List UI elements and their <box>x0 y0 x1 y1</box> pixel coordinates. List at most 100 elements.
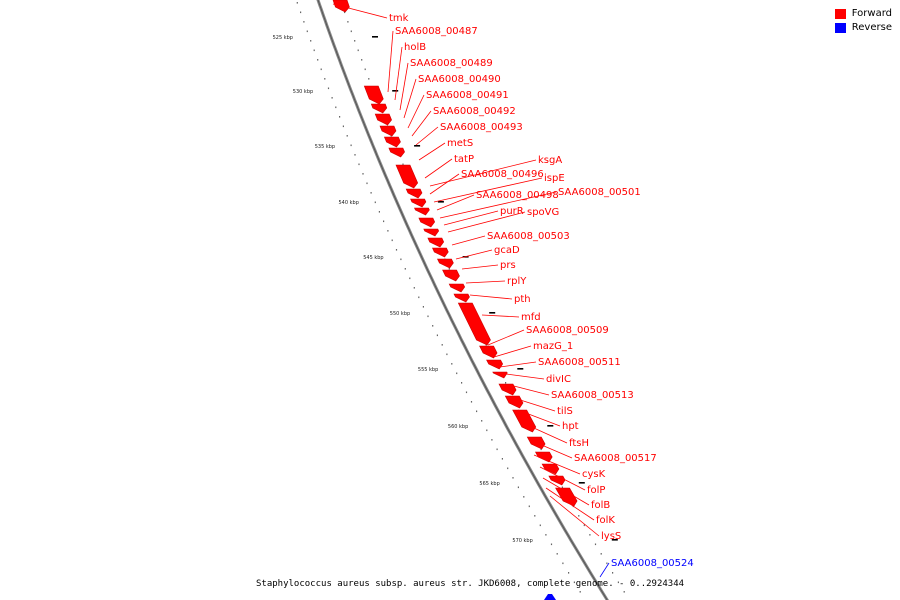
gene-leader-line <box>415 126 439 146</box>
gene-label: folP <box>587 485 605 496</box>
inner-guide-dot <box>517 486 519 489</box>
scale-tick-label: 555 kbp <box>418 367 438 373</box>
gene-block-forward <box>457 302 491 346</box>
gene-label: pth <box>514 294 531 305</box>
inner-guide-dot <box>327 87 330 90</box>
scale-tick <box>372 36 378 38</box>
gene-leader-line <box>505 373 545 380</box>
inner-guide-dot <box>465 391 468 394</box>
inner-guide-dot <box>378 211 380 213</box>
gene-leader-line <box>487 329 525 346</box>
gene-leader-line <box>424 158 453 179</box>
outer-guide-dot <box>361 59 363 61</box>
inner-guide-dot <box>317 59 319 61</box>
gene-block-forward <box>379 125 397 137</box>
gene-label: SAA6008_00487 <box>395 26 478 37</box>
inner-guide-dot <box>313 49 315 52</box>
legend-forward: Forward <box>834 8 892 19</box>
outer-guide-dot <box>364 68 366 71</box>
gene-leader-line <box>549 495 600 537</box>
gene-label: SAA6008_00511 <box>538 357 621 368</box>
gene-block-forward <box>504 395 524 409</box>
gene-leader-line <box>455 249 493 260</box>
outer-guide-dot <box>612 572 614 574</box>
gene-label: SAA6008_00517 <box>574 453 657 464</box>
inner-guide-dot <box>441 344 443 346</box>
inner-guide-dot <box>404 268 406 270</box>
outer-guide-dot <box>402 163 404 166</box>
gene-leader-line <box>465 280 506 284</box>
inner-guide-dot <box>300 11 302 14</box>
gene-label: rplY <box>507 276 527 287</box>
gene-label: hpt <box>562 421 579 432</box>
gene-leader-line <box>332 3 388 19</box>
gene-leader-line <box>418 142 446 161</box>
inner-guide-dot <box>539 524 541 527</box>
outer-guide-dot <box>344 11 346 14</box>
inner-guide-dot <box>362 173 364 175</box>
gene-leader-line <box>545 487 595 521</box>
inner-guide-dot <box>481 420 483 422</box>
gene-leader-line <box>529 439 573 459</box>
gene-label: SAA6008_00490 <box>418 74 501 85</box>
gene-block-forward <box>492 371 508 379</box>
gene-block-forward <box>388 147 405 158</box>
inner-guide-dot <box>400 258 402 261</box>
gene-label: SAA6008_00503 <box>487 231 570 242</box>
gene-label: spoVG <box>527 207 559 218</box>
gene-label: SAA6008_00501 <box>558 187 641 198</box>
gene-label: SAA6008_00489 <box>410 58 493 69</box>
gene-leader-line <box>403 78 417 119</box>
inner-guide-dot <box>303 21 305 23</box>
gene-label: SAA6008_00496 <box>461 169 544 180</box>
inner-guide-dot <box>512 477 514 479</box>
scale-tick <box>437 201 444 203</box>
inner-guide-dot <box>501 458 503 460</box>
gene-leader-line <box>439 191 557 219</box>
outer-guide-dot <box>368 78 370 80</box>
inner-guide-dot <box>486 429 488 432</box>
inner-guide-dot <box>461 382 463 384</box>
gene-leader-line <box>451 235 486 246</box>
gene-label: folK <box>596 515 615 526</box>
gene-label: ksgA <box>538 155 562 166</box>
scale-tick-label: 525 kbp <box>273 35 293 41</box>
inner-guide-dot <box>451 363 453 365</box>
gene-label: prs <box>500 260 516 271</box>
gene-label: folB <box>591 500 610 511</box>
gene-label: metS <box>447 138 473 149</box>
gene-leader-line <box>539 466 586 491</box>
legend: Forward Reverse <box>834 8 892 36</box>
gene-leader-line <box>599 562 610 578</box>
gene-block-forward <box>432 247 449 258</box>
gene-block-forward <box>498 383 517 396</box>
gene-leader-line <box>394 46 403 101</box>
scale-tick-label: 530 kbp <box>293 89 313 95</box>
inner-guide-dot <box>374 201 376 204</box>
gene-leader-line <box>513 397 556 412</box>
inner-guide-dot <box>413 287 415 289</box>
gene-leader-line <box>499 361 537 368</box>
scale-tick-label: 550 kbp <box>390 311 410 317</box>
legend-reverse: Reverse <box>834 22 892 33</box>
gene-block-forward <box>453 293 470 303</box>
gene-block-forward <box>423 228 440 237</box>
inner-guide-dot <box>306 30 308 33</box>
gene-label: SAA6008_00509 <box>526 325 609 336</box>
gene-label: SAA6008_00492 <box>433 106 516 117</box>
gene-leader-line <box>447 211 526 233</box>
inner-guide-dot <box>534 515 536 517</box>
inner-guide-dot <box>579 591 581 593</box>
gene-block-reverse <box>544 594 556 600</box>
gene-block-forward <box>437 258 454 269</box>
gene-label: SAA6008_00513 <box>551 390 634 401</box>
inner-guide-dot <box>556 553 558 555</box>
inner-guide-dot <box>562 562 564 565</box>
gene-label: SAA6008_00524 <box>611 558 694 569</box>
outer-guide-dot <box>594 543 597 546</box>
inner-guide-dot <box>324 78 326 80</box>
gene-leader-line <box>436 194 475 211</box>
gene-block-forward <box>442 269 460 282</box>
